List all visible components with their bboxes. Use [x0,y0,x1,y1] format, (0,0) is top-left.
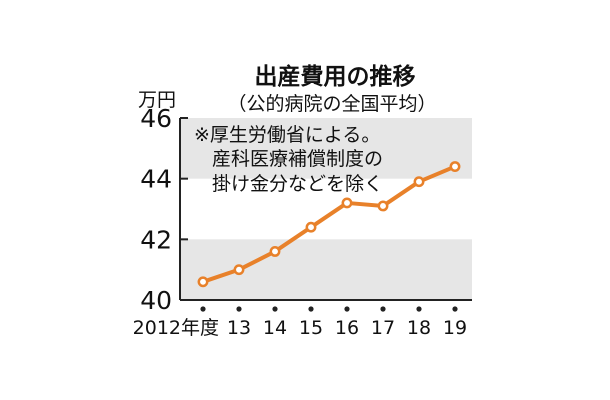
x-tick-label: 18 [407,317,431,339]
note-line-2: 産科医療補償制度の [212,148,383,170]
x-tick-dot [236,306,242,312]
data-point [413,176,425,188]
x-tick-label: 19 [443,317,467,339]
x-tick-dot [416,306,422,312]
series-line-1 [201,164,457,284]
x-tick-label: 17 [371,317,395,339]
y-tick-label: 42 [140,225,172,254]
y-tick-label: 40 [140,286,172,315]
chart-title: 出産費用の推移 [255,63,416,90]
x-tick-dot [344,306,350,312]
x-tick-dot [200,306,206,312]
x-tick-label: 16 [335,317,359,339]
y-tick-label: 46 [140,104,172,133]
x-tick-label: 2012年度 [133,317,219,339]
x-tick-dot [272,306,278,312]
axes [179,118,472,301]
data-point [233,264,245,276]
data-point [341,197,353,209]
x-tick-label: 15 [299,317,323,339]
series-layer [197,161,461,288]
x-ticks: 2012年度 13 14 15 16 17 18 19 [133,306,467,339]
y-ticks: 40 42 44 46 [140,104,188,315]
x-tick-label: 14 [263,317,287,339]
band-2 [180,239,472,300]
note-line-1: ※厚生労働省による。 [194,124,380,146]
x-tick-dot [380,306,386,312]
x-tick-dot [308,306,314,312]
background-bands [180,118,472,300]
y-axis-unit-label: 万円 [138,89,176,111]
band-1 [180,118,472,179]
data-point [377,200,389,212]
y-tick-label: 44 [140,165,172,194]
chart-subtitle: （公的病院の全国平均） [227,93,436,115]
data-point [305,221,317,233]
x-tick-label: 13 [227,317,251,339]
note-line-3: 掛け金分などを除く [212,173,383,195]
x-tick-dot [452,306,458,312]
data-point [449,161,461,172]
data-point [269,246,281,257]
data-point [197,276,209,288]
